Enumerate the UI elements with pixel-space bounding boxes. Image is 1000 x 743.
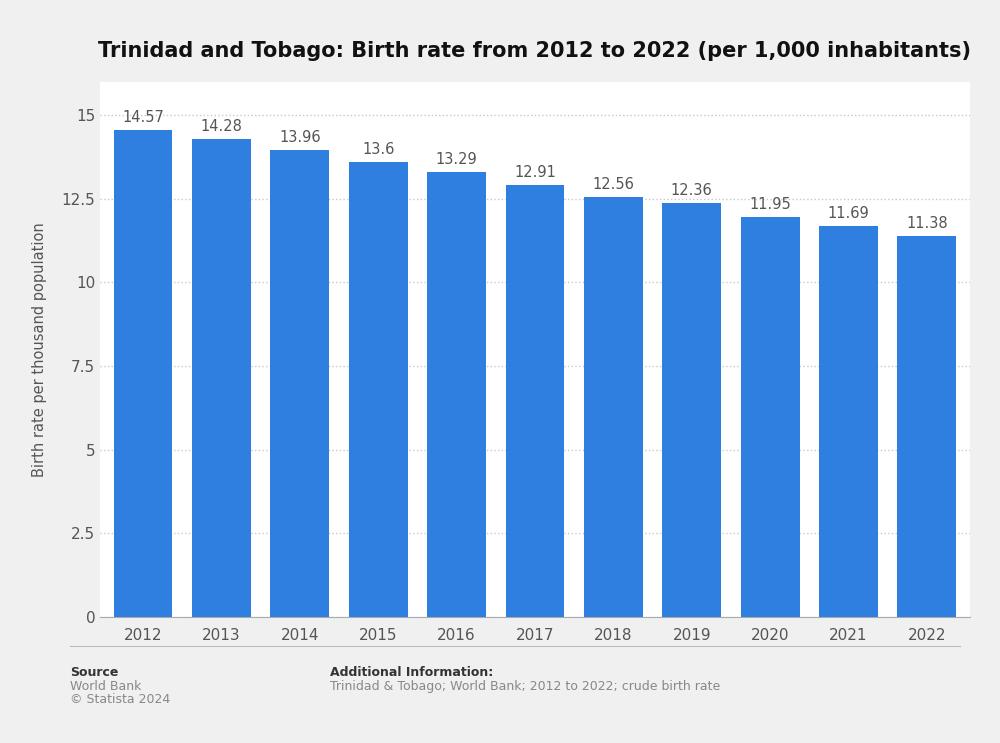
- Bar: [192, 139, 251, 617]
- Text: 11.95: 11.95: [749, 197, 791, 212]
- Title: Trinidad and Tobago: Birth rate from 2012 to 2022 (per 1,000 inhabitants): Trinidad and Tobago: Birth rate from 201…: [98, 41, 972, 61]
- Text: 12.36: 12.36: [671, 184, 713, 198]
- Text: Additional Information:: Additional Information:: [330, 666, 493, 679]
- Text: 12.91: 12.91: [514, 165, 556, 180]
- Text: 13.29: 13.29: [436, 152, 477, 167]
- Bar: [897, 236, 956, 617]
- Text: 11.38: 11.38: [906, 216, 948, 231]
- Text: 12.56: 12.56: [592, 177, 634, 192]
- Bar: [270, 150, 329, 617]
- Bar: [114, 129, 172, 617]
- Text: World Bank: World Bank: [70, 680, 141, 692]
- Text: Source: Source: [70, 666, 118, 679]
- Bar: [427, 172, 486, 617]
- Y-axis label: Birth rate per thousand population: Birth rate per thousand population: [32, 222, 48, 476]
- Text: 13.6: 13.6: [362, 142, 394, 157]
- Bar: [506, 185, 564, 617]
- Bar: [741, 217, 800, 617]
- Text: 11.69: 11.69: [828, 206, 869, 221]
- Text: 13.96: 13.96: [279, 130, 321, 145]
- Bar: [349, 162, 408, 617]
- Bar: [662, 204, 721, 617]
- Bar: [584, 197, 643, 617]
- Text: 14.28: 14.28: [201, 119, 242, 134]
- Text: Trinidad & Tobago; World Bank; 2012 to 2022; crude birth rate: Trinidad & Tobago; World Bank; 2012 to 2…: [330, 680, 720, 692]
- Bar: [819, 226, 878, 617]
- Text: 14.57: 14.57: [122, 109, 164, 125]
- Text: © Statista 2024: © Statista 2024: [70, 693, 170, 706]
